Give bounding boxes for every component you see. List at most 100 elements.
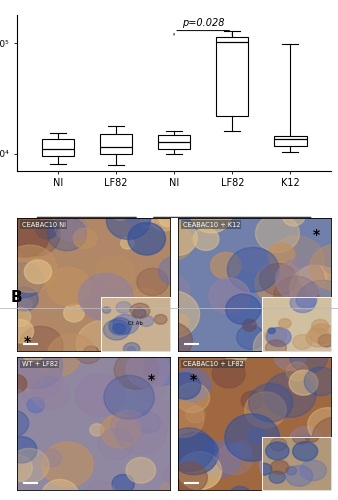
Circle shape	[141, 216, 153, 228]
Circle shape	[11, 214, 60, 256]
Text: CEABAC10: CEABAC10	[207, 234, 258, 244]
Circle shape	[12, 356, 63, 400]
Circle shape	[75, 374, 125, 416]
Text: WT: WT	[79, 234, 95, 244]
Circle shape	[9, 308, 31, 326]
Circle shape	[186, 406, 205, 422]
Text: *: *	[148, 373, 155, 387]
Circle shape	[178, 452, 222, 490]
Circle shape	[191, 198, 232, 233]
Circle shape	[283, 206, 305, 226]
Circle shape	[170, 373, 201, 400]
PathPatch shape	[274, 136, 307, 146]
Circle shape	[239, 246, 269, 272]
Circle shape	[9, 448, 49, 483]
Circle shape	[126, 458, 155, 483]
Circle shape	[128, 222, 165, 255]
Text: CEABAC10 NI: CEABAC10 NI	[22, 222, 66, 228]
Circle shape	[55, 213, 87, 240]
Circle shape	[168, 314, 189, 332]
Circle shape	[211, 252, 241, 279]
Circle shape	[76, 342, 101, 363]
Circle shape	[241, 391, 263, 410]
Circle shape	[137, 412, 161, 433]
Text: CEABAC10 + LF82: CEABAC10 + LF82	[183, 361, 243, 367]
Circle shape	[111, 410, 147, 441]
Circle shape	[145, 290, 199, 338]
Circle shape	[256, 214, 299, 252]
Circle shape	[279, 306, 310, 332]
Circle shape	[83, 346, 99, 360]
Circle shape	[284, 340, 321, 372]
Text: CEABAC10 + K12: CEABAC10 + K12	[183, 222, 240, 228]
PathPatch shape	[100, 134, 132, 154]
Circle shape	[116, 410, 166, 454]
Circle shape	[9, 343, 63, 388]
Circle shape	[78, 274, 133, 320]
Circle shape	[304, 367, 337, 396]
Circle shape	[112, 206, 129, 220]
Circle shape	[160, 482, 178, 498]
PathPatch shape	[158, 136, 190, 149]
Circle shape	[227, 248, 279, 292]
Circle shape	[31, 377, 69, 410]
Circle shape	[114, 350, 159, 389]
Circle shape	[289, 462, 333, 500]
Circle shape	[230, 441, 251, 460]
Text: *: *	[312, 228, 319, 242]
Circle shape	[260, 448, 299, 482]
PathPatch shape	[42, 139, 74, 156]
Circle shape	[126, 350, 169, 388]
Circle shape	[157, 220, 197, 256]
Circle shape	[128, 332, 149, 350]
Circle shape	[274, 276, 319, 315]
Circle shape	[290, 266, 338, 312]
Circle shape	[124, 202, 153, 227]
Circle shape	[217, 444, 252, 474]
Circle shape	[212, 360, 245, 388]
Circle shape	[306, 274, 338, 308]
Circle shape	[163, 402, 204, 438]
Circle shape	[35, 337, 80, 376]
Text: *: *	[190, 373, 197, 387]
Circle shape	[42, 480, 79, 500]
Circle shape	[248, 428, 265, 443]
Circle shape	[6, 436, 37, 463]
Circle shape	[299, 266, 327, 289]
Circle shape	[290, 340, 328, 373]
Circle shape	[265, 317, 290, 338]
Circle shape	[151, 224, 193, 260]
Circle shape	[1, 216, 49, 257]
Circle shape	[19, 326, 63, 364]
Circle shape	[306, 486, 327, 500]
Circle shape	[164, 428, 214, 472]
Circle shape	[254, 328, 299, 368]
Circle shape	[47, 334, 96, 376]
Circle shape	[249, 384, 293, 422]
Circle shape	[3, 245, 57, 292]
Circle shape	[296, 280, 338, 326]
Circle shape	[298, 301, 338, 337]
Circle shape	[101, 414, 141, 448]
Circle shape	[24, 260, 52, 283]
Circle shape	[10, 358, 47, 390]
Text: WT + LF82: WT + LF82	[22, 361, 58, 367]
Circle shape	[47, 217, 87, 251]
Circle shape	[22, 342, 45, 362]
Circle shape	[226, 294, 261, 324]
Circle shape	[286, 362, 308, 381]
Circle shape	[289, 426, 323, 456]
Circle shape	[150, 205, 179, 231]
Circle shape	[311, 435, 338, 479]
Circle shape	[64, 304, 84, 322]
Circle shape	[163, 464, 187, 485]
Circle shape	[27, 398, 45, 412]
Circle shape	[289, 370, 318, 395]
Circle shape	[96, 256, 134, 289]
Circle shape	[112, 474, 134, 494]
Circle shape	[73, 228, 97, 248]
Circle shape	[267, 243, 295, 267]
Circle shape	[308, 408, 338, 442]
Circle shape	[279, 435, 331, 480]
Circle shape	[264, 372, 316, 418]
